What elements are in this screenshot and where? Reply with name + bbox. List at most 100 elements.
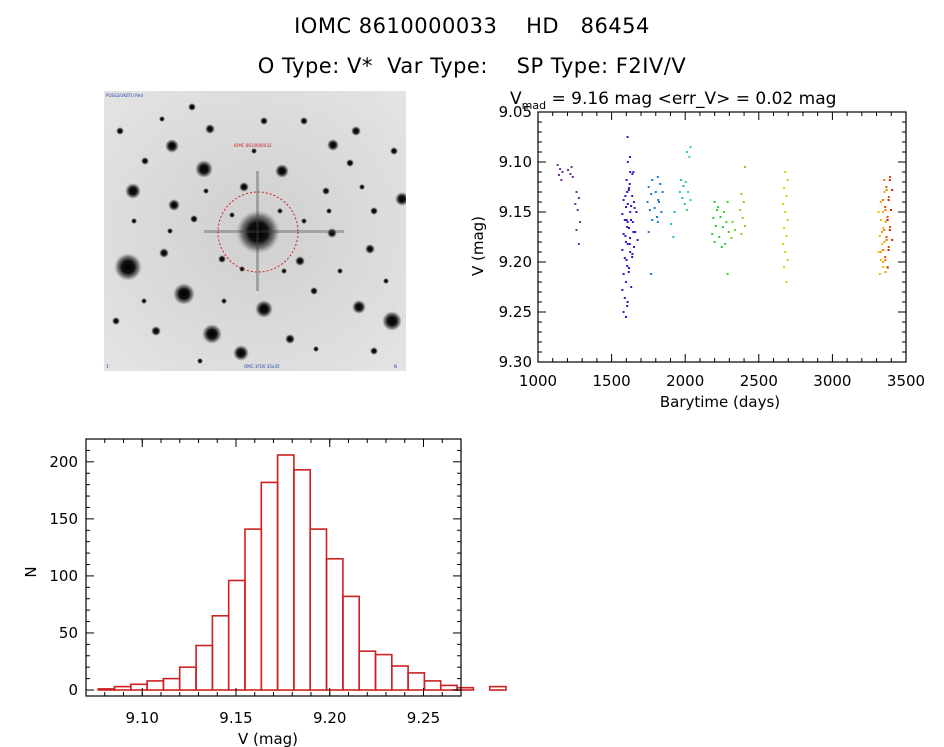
lc-point-20-6: [880, 259, 882, 261]
lc-point-13-1: [685, 151, 688, 153]
finder-star-41: [390, 147, 398, 155]
lc-xtick-label-0: 1000: [519, 372, 557, 390]
finder-star-54: [301, 218, 307, 224]
title-line-1: IOMC 8610000033 HD 86454: [294, 14, 650, 38]
lc-point-24-6: [891, 239, 894, 241]
finder-star-42: [159, 116, 165, 122]
lc-axes: 1000 1500 2000 2500 3000 3500 9.05 9.10 9.15 9.20…: [499, 103, 926, 390]
finder-star-52: [359, 184, 365, 190]
lc-point-11-1: [670, 223, 672, 225]
lc-point-4-9: [624, 235, 627, 237]
finder-label-bottom-right: N: [394, 364, 397, 369]
lc-point-19-13: [785, 281, 788, 283]
finder-star-22: [365, 244, 375, 254]
lc-xtick-label-5: 3500: [887, 372, 925, 390]
lc-point-5-4: [630, 205, 633, 207]
lc-point-6-6: [628, 243, 631, 245]
lc-point-19-2: [783, 187, 786, 189]
hist-bar-21: [439, 684, 458, 691]
lc-point-23-8: [884, 256, 887, 258]
lc-annotation: Vmad = 9.16 mag <err_V> = 0.02 mag: [510, 89, 836, 112]
hist-ylabel: N: [22, 566, 40, 577]
hist-ytick-label-2: 100: [49, 567, 78, 585]
lc-point-21-2: [882, 211, 885, 213]
lc-point-13-5: [689, 199, 692, 201]
lc-point-2-1: [577, 197, 580, 199]
lc-point-24-0: [888, 179, 891, 181]
lc-point-22-7: [882, 249, 884, 251]
lc-point-19-9: [781, 243, 784, 245]
lc-point-1-2: [569, 173, 572, 175]
lc-point-3-7: [625, 241, 627, 243]
lc-point-22-0: [883, 179, 886, 181]
hist-xtick-label-1: 9.15: [219, 709, 252, 727]
lc-point-4-12: [625, 259, 628, 261]
hist-bar-18: [390, 665, 409, 691]
lc-point-9-2: [653, 207, 656, 209]
lc-point-5-0: [626, 136, 629, 138]
lc-annotation-subscript: mad: [522, 99, 546, 112]
lc-point-7-5: [633, 246, 635, 248]
lc-point-21-3: [884, 221, 887, 223]
hist-bar-8: [227, 579, 246, 691]
lc-point-0-2: [561, 171, 564, 173]
finder-star-1: [114, 253, 142, 281]
hist-bar-10: [260, 481, 279, 691]
hist-bar-16: [358, 650, 377, 691]
lc-point-19-0: [784, 171, 787, 173]
hist-ytick-label-3: 150: [49, 510, 78, 528]
light-curve-chart: Vmad = 9.16 mag <err_V> = 0.02 mag 1000 1…: [469, 89, 926, 411]
lc-point-19-4: [781, 203, 784, 205]
lc-frame: [537, 111, 907, 363]
lc-point-12-1: [682, 185, 685, 187]
lc-point-20-3: [878, 235, 881, 237]
lc-point-19-12: [783, 266, 786, 268]
finder-star-21: [322, 187, 330, 195]
hist-bar-20: [423, 680, 442, 691]
finder-star-2: [173, 283, 195, 305]
lc-point-7-3: [634, 231, 637, 233]
lc-point-18-4: [741, 217, 744, 219]
lc-point-8-7: [650, 273, 653, 275]
lc-point-4-11: [629, 251, 632, 253]
lc-point-14-2: [712, 217, 715, 219]
lc-point-2-5: [575, 229, 578, 231]
lc-point-1-0: [570, 166, 573, 168]
hist-xtick-label-0: 9.10: [126, 709, 159, 727]
finder-star-32: [116, 127, 124, 135]
lc-point-14-5: [713, 241, 716, 243]
hist-axes: 9.10 9.15 9.20 9.25 0 50 100 150 200: [49, 439, 462, 727]
hist-bar-3: [146, 680, 165, 691]
lc-point-4-1: [629, 171, 632, 173]
hist-ytick-label-4: 200: [49, 453, 78, 471]
lc-ylabel: V (mag): [469, 216, 487, 276]
lc-point-8-6: [647, 231, 650, 233]
lc-xtick-label-4: 3000: [813, 372, 851, 390]
lc-point-2-3: [576, 209, 579, 211]
lc-point-13-2: [688, 156, 691, 158]
lc-point-7-4: [636, 239, 639, 241]
lc-ytick-label-1: 9.10: [499, 153, 532, 171]
finder-label-top-left: POSS2/UKSTU Red: [106, 93, 143, 98]
lc-point-4-13: [628, 267, 630, 269]
hist-bar-4: [162, 677, 181, 691]
lc-point-10-0: [656, 176, 659, 178]
lc-point-15-4: [720, 246, 723, 248]
lc-points: [556, 136, 894, 318]
lc-point-23-9: [886, 266, 889, 268]
lc-point-3-14: [623, 297, 626, 299]
finder-star-26: [300, 117, 308, 125]
hist-bar-11: [276, 454, 295, 691]
lc-point-4-10: [626, 243, 629, 245]
hist-bar-15: [342, 595, 360, 691]
lc-point-6-7: [631, 256, 634, 258]
lc-point-22-8: [884, 259, 887, 261]
lc-point-5-1: [629, 156, 631, 158]
lc-xlabel: Barytime (days): [660, 393, 780, 411]
lc-point-18-2: [742, 201, 745, 203]
finder-star-4: [125, 183, 141, 199]
hist-bar-0: [97, 688, 116, 691]
lc-ytick-label-0: 9.05: [499, 103, 532, 121]
lc-point-4-5: [626, 203, 629, 205]
lc-point-19-6: [786, 219, 789, 221]
